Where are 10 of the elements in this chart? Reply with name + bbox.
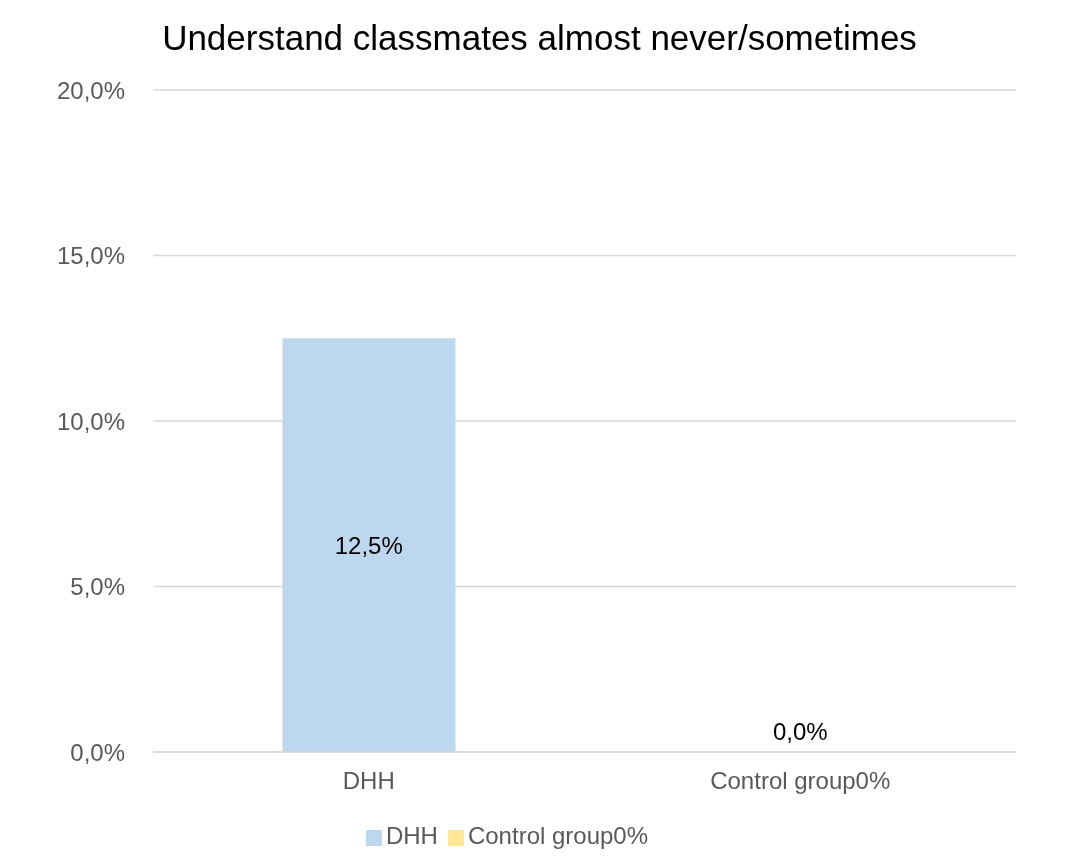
- data-label: 0,0%: [772, 718, 828, 745]
- y-tick-label: 5,0%: [70, 573, 125, 601]
- y-tick-label: 0,0%: [70, 738, 125, 766]
- data-label: 12,5%: [334, 531, 403, 559]
- y-tick-label: 15,0%: [56, 242, 125, 270]
- legend-label: Control group0%: [467, 822, 649, 849]
- legend-label: DHH: [385, 822, 438, 849]
- chart-title: Understand classmates almost never/sometimes: [161, 17, 918, 59]
- y-tick-label: 10,0%: [56, 407, 125, 435]
- y-tick-label: 20,0%: [56, 76, 125, 104]
